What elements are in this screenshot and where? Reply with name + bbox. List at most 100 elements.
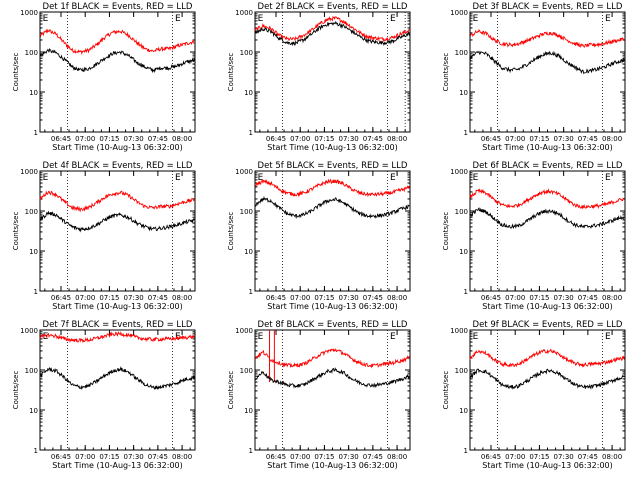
x-tick-label: 07:15 <box>314 135 334 143</box>
series-line-events <box>254 195 410 219</box>
x-tick-label: 08:00 <box>387 294 407 302</box>
x-tick-label: 08:00 <box>172 453 192 461</box>
x-axis-label: Start Time (10-Aug-13 06:32:00) <box>267 461 398 470</box>
series-line-lld <box>469 348 625 368</box>
y-tick-label: 1000 <box>235 168 253 176</box>
x-tick-label: 06:45 <box>51 294 71 302</box>
chart-title: Det 7f BLACK = Events, RED = LLD <box>43 320 193 330</box>
flag-label: E <box>258 14 264 24</box>
y-tick-label: 1 <box>249 129 253 137</box>
x-tick-label: 07:00 <box>505 135 525 143</box>
y-tick-label: 100 <box>240 208 253 216</box>
x-tick-label: 07:00 <box>75 294 95 302</box>
x-axis-label: Start Time (10-Aug-13 06:32:00) <box>267 143 398 152</box>
x-tick-label: 07:45 <box>578 135 598 143</box>
y-tick-label: 100 <box>455 208 468 216</box>
flag-label: E <box>175 14 181 24</box>
chart-panel-1: Det 1f BLACK = Events, RED = LLD 1 10 100 10… <box>12 2 196 152</box>
x-tick-label: 07:30 <box>124 453 144 461</box>
chart-title: Det 9f BLACK = Events, RED = LLD <box>473 320 623 330</box>
y-tick-label: 100 <box>455 49 468 57</box>
x-tick-label: 07:30 <box>339 453 359 461</box>
y-tick-label: 1 <box>249 447 253 455</box>
x-tick-label: 07:15 <box>529 135 549 143</box>
y-tick-label: 1000 <box>20 168 38 176</box>
x-axis-label: Start Time (10-Aug-13 06:32:00) <box>52 461 183 470</box>
series-line-lld <box>39 331 195 344</box>
series-line-events <box>254 20 410 47</box>
x-tick-label: 07:00 <box>505 294 525 302</box>
y-axis-label: Counts/sec <box>12 212 20 251</box>
series-line-lld <box>254 15 410 43</box>
x-tick-label: 07:45 <box>578 453 598 461</box>
y-tick-label: 1 <box>464 447 468 455</box>
x-tick-label: 06:45 <box>51 135 71 143</box>
x-tick-label: 07:30 <box>554 294 574 302</box>
series-line-lld <box>254 348 410 369</box>
series-line-events <box>39 366 195 390</box>
chart-panel-7: Det 7f BLACK = Events, RED = LLD 1 10 100 10… <box>12 320 196 470</box>
flag-label: E <box>605 173 611 183</box>
flag-label: E <box>473 173 479 183</box>
chart-title: Det 2f BLACK = Events, RED = LLD <box>258 2 408 12</box>
series-line-lld <box>39 190 195 213</box>
y-tick-label: 100 <box>25 367 38 375</box>
x-axis-label: Start Time (10-Aug-13 06:32:00) <box>482 143 613 152</box>
flag-label: E <box>390 14 396 24</box>
plot-frame <box>469 329 626 451</box>
x-tick-label: 07:45 <box>148 453 168 461</box>
chart-panel-6: Det 6f BLACK = Events, RED = LLD 1 10 100 10… <box>442 161 626 311</box>
x-tick-label: 07:45 <box>363 294 383 302</box>
x-tick-label: 06:45 <box>266 135 286 143</box>
x-tick-label: 06:45 <box>51 453 71 461</box>
x-tick-label: 08:00 <box>172 294 192 302</box>
flag-label: E <box>390 173 396 183</box>
series-line-lld <box>469 28 625 48</box>
y-tick-label: 100 <box>25 208 38 216</box>
y-tick-label: 100 <box>240 367 253 375</box>
y-axis-label: Counts/sec <box>442 212 450 251</box>
x-tick-label: 07:00 <box>290 453 310 461</box>
y-tick-label: 10 <box>244 407 253 415</box>
y-tick-label: 100 <box>25 49 38 57</box>
x-axis-label: Start Time (10-Aug-13 06:32:00) <box>267 302 398 311</box>
chart-title: Det 8f BLACK = Events, RED = LLD <box>258 320 408 330</box>
flag-label: E <box>175 173 181 183</box>
flag-label: E <box>43 173 49 183</box>
plot-frame <box>469 170 626 292</box>
y-tick-label: 1 <box>34 447 38 455</box>
x-tick-label: 06:45 <box>481 294 501 302</box>
series-line-events <box>39 210 195 233</box>
x-tick-label: 07:45 <box>363 135 383 143</box>
x-tick-label: 08:00 <box>387 135 407 143</box>
flag-label: E <box>390 332 396 342</box>
y-tick-label: 10 <box>29 248 38 256</box>
y-axis-label: Counts/sec <box>12 53 20 92</box>
x-tick-label: 07:15 <box>99 294 119 302</box>
flag-label: E <box>605 14 611 24</box>
chart-title: Det 5f BLACK = Events, RED = LLD <box>258 161 408 171</box>
y-tick-label: 1000 <box>450 9 468 17</box>
x-tick-label: 07:45 <box>148 135 168 143</box>
y-tick-label: 10 <box>459 407 468 415</box>
y-axis-label: Counts/sec <box>442 371 450 410</box>
x-tick-label: 07:30 <box>124 135 144 143</box>
flag-label: E <box>43 332 49 342</box>
series-line-lld <box>469 188 625 210</box>
y-tick-label: 1 <box>464 129 468 137</box>
series-line-events <box>469 50 625 75</box>
y-tick-label: 10 <box>244 248 253 256</box>
x-tick-label: 08:00 <box>602 135 622 143</box>
plot-frame <box>39 329 196 451</box>
plot-frame <box>469 11 626 133</box>
chart-panel-9: Det 9f BLACK = Events, RED = LLD 1 10 100 10… <box>442 320 626 470</box>
x-tick-label: 07:00 <box>290 135 310 143</box>
y-tick-label: 10 <box>459 248 468 256</box>
y-tick-label: 1 <box>34 288 38 296</box>
x-tick-label: 06:45 <box>266 453 286 461</box>
x-tick-label: 07:15 <box>314 294 334 302</box>
chart-panel-8: Det 8f BLACK = Events, RED = LLD 1 10 100 10… <box>227 320 411 470</box>
chart-title: Det 6f BLACK = Events, RED = LLD <box>473 161 623 171</box>
y-axis-label: Counts/sec <box>227 371 235 410</box>
